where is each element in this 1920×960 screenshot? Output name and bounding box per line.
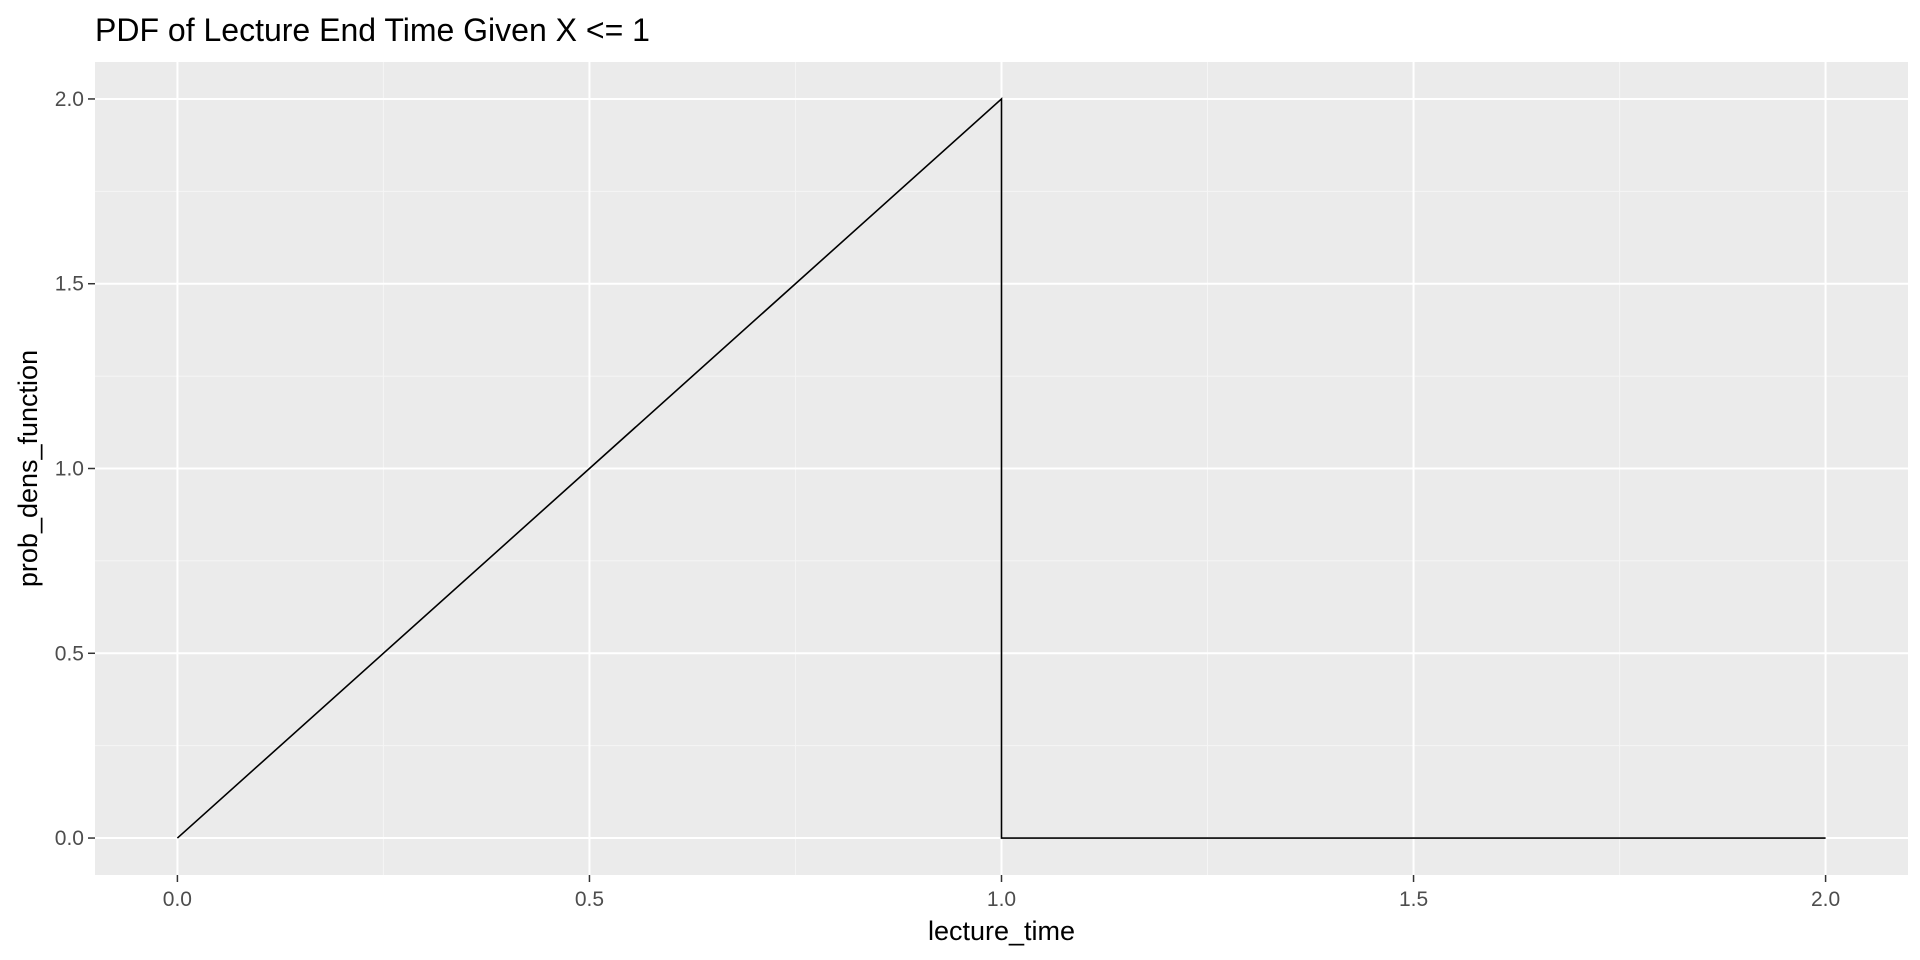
y-tick-label: 1.0 [55,458,84,481]
y-axis: 0.0 0.5 1.0 1.5 2.0 [55,88,95,850]
y-tick-label: 0.5 [55,642,84,665]
y-tick-label: 0.0 [55,827,84,850]
series-layer [176,97,1826,839]
y-tick-label: 1.5 [55,273,84,296]
pdf-series-line [176,97,1826,839]
x-axis-title: lecture_time [928,916,1075,946]
x-tick-label: 1.5 [1399,888,1428,911]
x-tick-label: 0.5 [575,888,604,911]
x-tick-label: 0.0 [163,888,192,911]
chart-title: PDF of Lecture End Time Given X <= 1 [95,12,650,48]
x-axis: 0.0 0.5 1.0 1.5 2.0 [163,875,1840,911]
x-tick-label: 1.0 [987,888,1016,911]
y-tick-label: 2.0 [55,88,84,111]
x-tick-label: 2.0 [1811,888,1840,911]
y-axis-title: prob_dens_function [13,350,43,587]
